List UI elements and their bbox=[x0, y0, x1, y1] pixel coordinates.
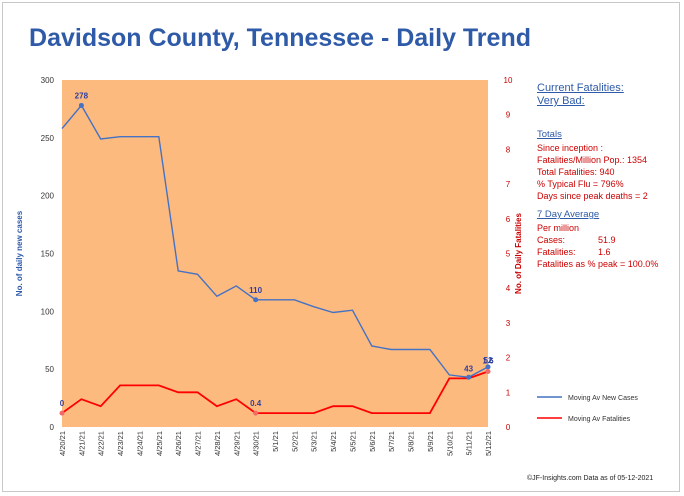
y-left-tick-label: 50 bbox=[45, 365, 54, 374]
x-tick-label: 5/9/21 bbox=[426, 431, 435, 452]
x-tick-label: 5/6/21 bbox=[368, 431, 377, 452]
fatalities-point-marker bbox=[253, 410, 259, 416]
y-right-tick-label: 2 bbox=[506, 354, 511, 363]
avg-cases-label: Cases: bbox=[537, 235, 566, 245]
data-label: 278 bbox=[75, 91, 89, 100]
x-tick-label: 4/29/21 bbox=[232, 431, 241, 456]
x-tick-label: 5/7/21 bbox=[387, 431, 396, 452]
cases-point-marker bbox=[485, 364, 491, 370]
y-left-tick-label: 300 bbox=[41, 76, 55, 85]
y-right-tick-label: 7 bbox=[506, 180, 511, 189]
y-right-tick-label: 5 bbox=[506, 250, 511, 259]
very-bad-heading: Very Bad: bbox=[537, 95, 585, 107]
y-right-tick-label: 9 bbox=[506, 111, 511, 120]
x-tick-label: 4/26/21 bbox=[174, 431, 183, 456]
totals-heading: Totals bbox=[537, 129, 562, 140]
data-label: 1.6 bbox=[482, 356, 494, 365]
seven-day-average-heading: 7 Day Average bbox=[537, 209, 600, 220]
fatalities-series-line bbox=[61, 370, 489, 415]
typical-flu: % Typical Flu = 796% bbox=[537, 179, 624, 189]
x-tick-label: 4/25/21 bbox=[155, 431, 164, 456]
x-tick-label: 4/21/21 bbox=[77, 431, 86, 456]
y-left-axis-title: No. of daily new cases bbox=[15, 210, 24, 296]
y-right-tick-label: 4 bbox=[506, 284, 511, 293]
data-label: 52 bbox=[484, 356, 493, 365]
days-since-peak: Days since peak deaths = 2 bbox=[537, 191, 648, 201]
x-tick-label: 5/8/21 bbox=[407, 431, 416, 452]
y-right-tick-label: 0 bbox=[506, 423, 511, 432]
total-fatalities: Total Fatalities: 940 bbox=[537, 167, 615, 177]
y-right-tick-label: 3 bbox=[506, 319, 511, 328]
y-left-tick-label: 200 bbox=[41, 192, 55, 201]
per-million: Per million bbox=[537, 223, 580, 233]
y-right-tick-label: 6 bbox=[506, 215, 511, 224]
data-label: 0 bbox=[60, 399, 65, 408]
data-label: 110 bbox=[249, 286, 262, 295]
x-tick-label: 5/4/21 bbox=[329, 431, 338, 452]
chart-title: Davidson County, Tennessee - Daily Trend bbox=[29, 24, 531, 52]
cases-point-marker bbox=[253, 297, 259, 303]
avg-cases-value: 51.9 bbox=[598, 235, 616, 245]
x-tick-label: 4/24/21 bbox=[135, 431, 144, 456]
current-fatalities-heading: Current Fatalities: bbox=[537, 82, 624, 94]
x-tick-label: 5/12/21 bbox=[484, 431, 493, 456]
legend-fatalities-label: Moving Av Fatalities bbox=[568, 416, 631, 423]
cases-point-marker bbox=[466, 374, 472, 380]
x-tick-label: 4/20/21 bbox=[58, 431, 67, 456]
y-left-tick-label: 0 bbox=[50, 423, 55, 432]
plot-area bbox=[62, 80, 488, 427]
x-tick-label: 4/27/21 bbox=[194, 431, 203, 456]
cases-point-marker bbox=[78, 102, 84, 108]
cases-series-line bbox=[61, 104, 489, 379]
fatalities-per-million: Fatalities/Million Pop.: 1354 bbox=[537, 155, 648, 165]
x-tick-label: 5/11/21 bbox=[465, 431, 474, 455]
y-left-tick-label: 250 bbox=[41, 134, 55, 143]
fatalities-point-marker bbox=[59, 410, 65, 416]
x-tick-label: 4/30/21 bbox=[252, 431, 261, 456]
fatalities-point-marker bbox=[485, 368, 491, 374]
data-label: 43 bbox=[464, 364, 473, 373]
footer-credit: ©JF-Insights.com Data as of 05-12-2021 bbox=[527, 475, 654, 482]
x-tick-label: 5/5/21 bbox=[348, 431, 357, 452]
y-right-tick-label: 10 bbox=[504, 76, 513, 85]
y-right-tick-label: 8 bbox=[506, 145, 511, 154]
y-left-tick-label: 150 bbox=[41, 250, 55, 259]
y-right-axis-title: No. of Daily Fatalities bbox=[514, 212, 523, 293]
x-tick-label: 5/1/21 bbox=[271, 431, 280, 452]
avg-fatalities-value: 1.6 bbox=[598, 247, 611, 257]
x-tick-label: 5/3/21 bbox=[310, 431, 319, 452]
avg-fatalities-label: Fatalities: bbox=[537, 247, 576, 257]
y-left-tick-label: 100 bbox=[41, 307, 55, 316]
x-tick-label: 4/22/21 bbox=[97, 431, 106, 456]
fatalities-pct-peak: Fatalities as % peak = 100.0% bbox=[537, 259, 659, 269]
data-label: 0.4 bbox=[250, 399, 262, 408]
x-tick-label: 4/23/21 bbox=[116, 431, 125, 456]
x-tick-label: 5/10/21 bbox=[445, 431, 454, 456]
y-right-tick-label: 1 bbox=[506, 388, 511, 397]
legend-cases-label: Moving Av New Cases bbox=[568, 395, 638, 402]
since-inception: Since inception : bbox=[537, 143, 604, 153]
x-tick-label: 4/28/21 bbox=[213, 431, 222, 456]
x-tick-label: 5/2/21 bbox=[290, 431, 299, 452]
